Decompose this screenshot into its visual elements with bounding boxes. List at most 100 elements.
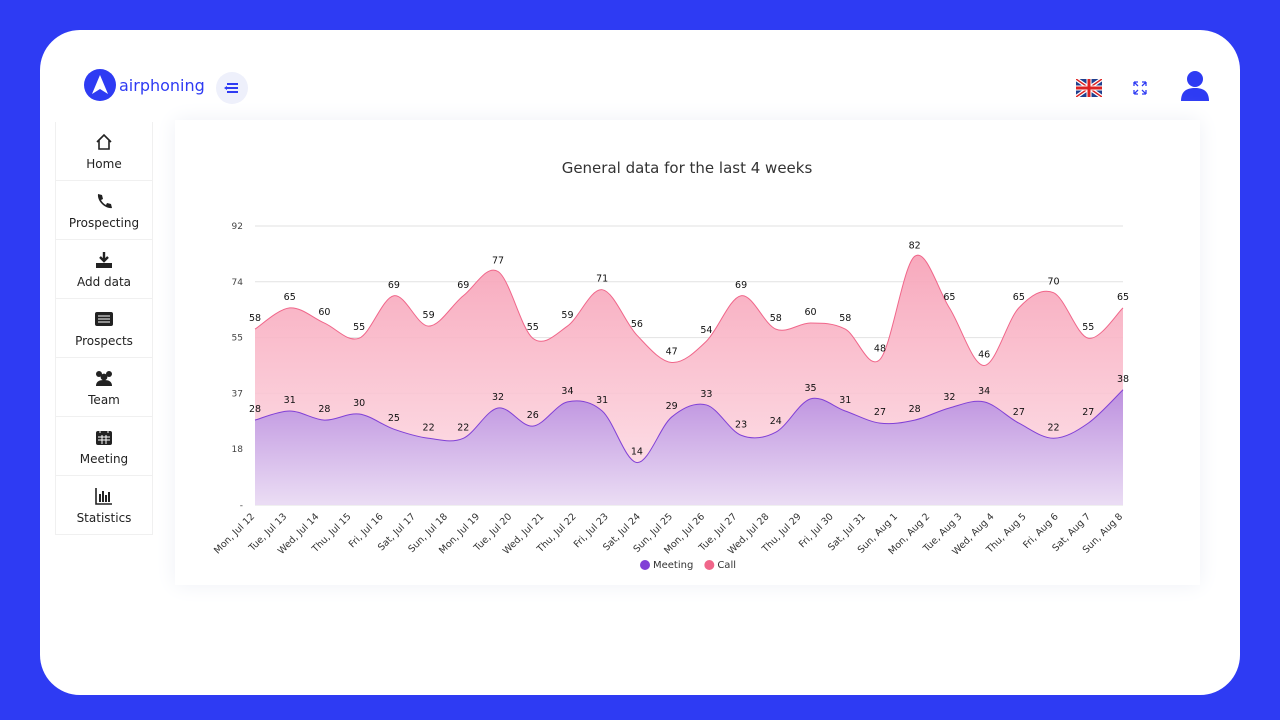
data-label: 25 <box>388 413 400 424</box>
data-label: 70 <box>1048 277 1060 288</box>
data-label: 46 <box>978 350 990 361</box>
nav-label: Meeting <box>79 451 129 466</box>
data-label: 65 <box>1013 292 1025 303</box>
line <box>254 389 1124 464</box>
app-card: airphoning Home Prospecting Add data Prospe… <box>40 30 1240 695</box>
data-label: 65 <box>1117 292 1129 303</box>
data-label: 32 <box>492 392 504 403</box>
nav-item[interactable]: Statistics <box>55 476 153 535</box>
nav-icon <box>96 251 112 268</box>
language-flag[interactable] <box>1076 79 1102 97</box>
data-label: 31 <box>839 395 851 406</box>
nav-label: Prospects <box>75 333 133 348</box>
data-label: 60 <box>804 307 816 318</box>
data-label: 69 <box>735 280 747 291</box>
data-label: 77 <box>492 255 504 266</box>
nav-icon <box>95 487 112 505</box>
data-label: 56 <box>631 319 643 330</box>
chart: General data for the last 4 weeks - 18 37 5… <box>212 159 1129 571</box>
sidebar: Home Prospecting Add data Prospects Team Meet… <box>55 122 153 535</box>
data-label: 38 <box>1117 374 1129 385</box>
nav-icon <box>95 311 113 326</box>
data-label: 65 <box>943 292 955 303</box>
data-label: 55 <box>527 322 539 333</box>
nav-label: Home <box>86 156 122 171</box>
data-label: 35 <box>804 383 816 394</box>
data-label: 55 <box>1082 322 1094 333</box>
data-label: 58 <box>249 313 261 324</box>
brand[interactable]: airphoning <box>83 68 205 102</box>
data-label: 27 <box>1082 407 1094 418</box>
y-tick-label: 74 <box>232 278 244 288</box>
nav-item[interactable]: Add data <box>55 240 153 299</box>
nav-item[interactable]: Team <box>55 358 153 417</box>
data-label: 47 <box>666 346 678 357</box>
data-label: 28 <box>909 404 921 415</box>
data-label: 28 <box>318 404 330 415</box>
chart-title: General data for the last 4 weeks <box>562 159 813 177</box>
nav-icon <box>97 193 112 208</box>
data-label: 58 <box>770 313 782 324</box>
data-label: 14 <box>631 447 643 458</box>
nav-item[interactable]: Meeting <box>55 417 153 476</box>
data-label: 32 <box>943 392 955 403</box>
legend-label: Meeting <box>653 560 693 571</box>
data-label: 71 <box>596 274 608 285</box>
brand-name: airphoning <box>119 75 205 95</box>
data-label: 48 <box>874 343 886 354</box>
data-label: 31 <box>284 395 296 406</box>
menu-icon <box>224 83 238 93</box>
y-tick-label: - <box>240 501 243 511</box>
nav-icon <box>96 133 112 150</box>
line <box>254 254 1124 367</box>
data-label: 34 <box>978 386 990 397</box>
data-label: 28 <box>249 404 261 415</box>
data-label: 34 <box>561 386 573 397</box>
chart-panel: General data for the last 4 weeks - 18 37 5… <box>175 120 1200 585</box>
nav-label: Prospecting <box>68 215 140 230</box>
nav-label: Add data <box>76 274 132 289</box>
y-tick-label: 55 <box>232 334 243 344</box>
y-tick-label: 92 <box>232 222 243 232</box>
legend-marker <box>704 560 715 570</box>
nav-item[interactable]: Prospects <box>55 299 153 358</box>
data-label: 31 <box>596 395 608 406</box>
legend-label: Call <box>717 560 736 571</box>
data-label: 82 <box>909 240 921 251</box>
data-label: 69 <box>457 280 469 291</box>
data-label: 59 <box>561 310 573 321</box>
data-label: 59 <box>423 310 435 321</box>
data-label: 23 <box>735 419 747 430</box>
nav-icon <box>96 370 112 386</box>
data-label: 22 <box>423 422 435 433</box>
nav-icon <box>96 428 112 445</box>
area <box>255 389 1123 505</box>
data-label: 55 <box>353 322 365 333</box>
data-label: 27 <box>874 407 886 418</box>
data-label: 22 <box>1048 422 1060 433</box>
user-avatar[interactable] <box>1180 70 1210 102</box>
fullscreen-button[interactable] <box>1133 81 1147 95</box>
legend-marker <box>640 560 650 570</box>
data-label: 26 <box>527 410 539 421</box>
nav-item[interactable]: Prospecting <box>55 181 153 240</box>
logo <box>84 69 116 101</box>
data-label: 29 <box>666 401 678 412</box>
data-label: 54 <box>700 325 712 336</box>
data-label: 60 <box>318 307 330 318</box>
nav-label: Team <box>88 392 120 407</box>
data-label: 24 <box>770 416 782 427</box>
nav-label: Statistics <box>76 510 132 525</box>
y-tick-label: 18 <box>232 445 244 455</box>
data-label: 22 <box>457 422 469 433</box>
data-label: 30 <box>353 398 365 409</box>
nav-item[interactable]: Home <box>55 122 153 181</box>
menu-toggle[interactable] <box>216 72 248 104</box>
data-label: 69 <box>388 280 400 291</box>
data-label: 27 <box>1013 407 1025 418</box>
y-tick-label: 37 <box>232 389 243 399</box>
data-label: 58 <box>839 313 851 324</box>
data-label: 65 <box>284 292 296 303</box>
data-label: 33 <box>700 389 712 400</box>
